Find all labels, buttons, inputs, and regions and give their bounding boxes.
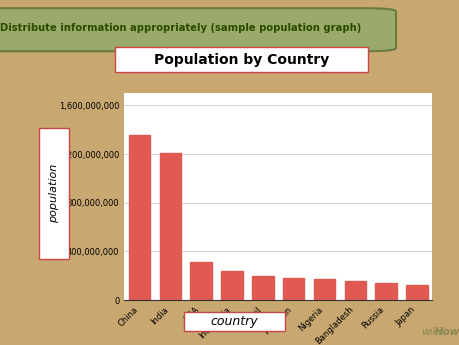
FancyBboxPatch shape — [115, 47, 367, 72]
Text: Distribute information appropriately (sample population graph): Distribute information appropriately (sa… — [0, 23, 361, 33]
Text: country: country — [210, 315, 258, 328]
FancyBboxPatch shape — [39, 128, 69, 259]
Bar — [190, 263, 212, 300]
Bar — [405, 285, 427, 300]
Bar — [221, 271, 242, 300]
FancyBboxPatch shape — [0, 8, 395, 51]
Bar — [159, 153, 181, 300]
Bar — [313, 279, 335, 300]
Bar — [282, 278, 304, 300]
Text: How: How — [434, 327, 459, 337]
Bar — [252, 276, 273, 300]
Bar — [344, 281, 365, 300]
Bar — [129, 135, 150, 300]
Text: Population by Country: Population by Country — [154, 52, 328, 67]
Text: population: population — [49, 164, 59, 223]
Bar — [375, 283, 396, 300]
FancyBboxPatch shape — [184, 312, 285, 331]
Text: wiki: wiki — [420, 327, 440, 337]
